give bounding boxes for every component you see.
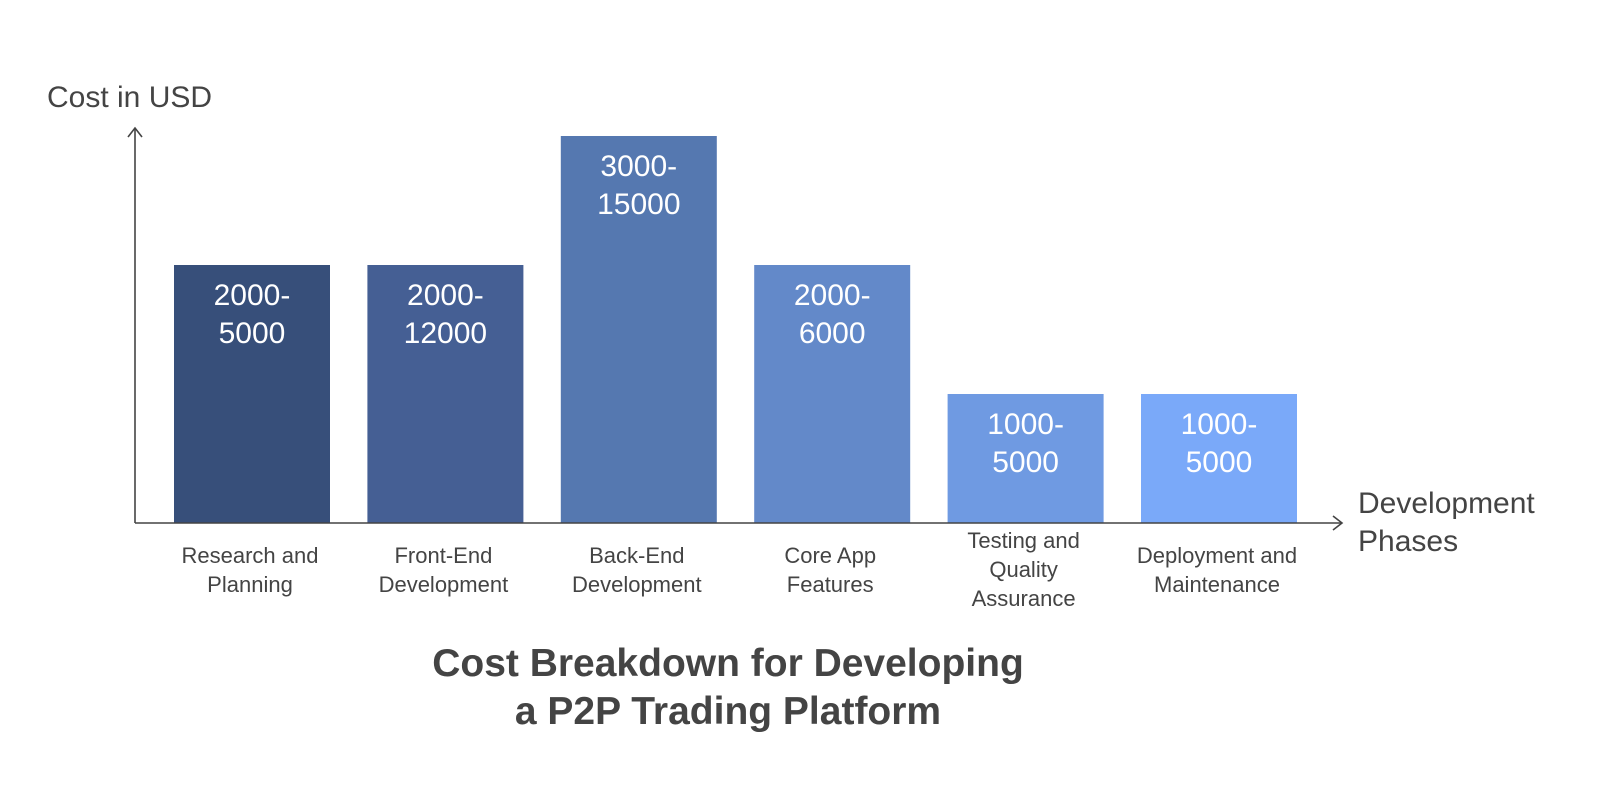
bar xyxy=(947,394,1104,523)
category-label-line: Planning xyxy=(207,572,293,597)
category-label-line: Maintenance xyxy=(1154,572,1280,597)
category-label-line: Back-End xyxy=(589,543,684,568)
category-label-line: Development xyxy=(572,572,702,597)
bar-value-label: 2000- 5000 xyxy=(214,279,291,350)
bar-group: 1000- 5000 xyxy=(1141,394,1297,523)
bar-value-label-line: 12000 xyxy=(404,317,487,350)
bar xyxy=(367,265,524,523)
axes-group xyxy=(127,126,1344,531)
bar-value-label-line: 2000- xyxy=(214,279,291,312)
bar-group: 2000- 12000 xyxy=(367,265,524,523)
bar-value-label: 2000- 12000 xyxy=(404,279,487,350)
bar-value-label-line: 5000 xyxy=(1186,446,1253,479)
bar-value-label-line: 2000- xyxy=(794,279,871,312)
x-axis-title-line: Phases xyxy=(1358,525,1458,558)
bar xyxy=(174,265,330,523)
bar xyxy=(1141,394,1297,523)
bar-value-label: 3000- 15000 xyxy=(597,150,680,221)
category-label-line: Quality xyxy=(989,557,1057,582)
bar-value-label: 1000- 5000 xyxy=(987,408,1064,479)
chart-title-line: Cost Breakdown for Developing xyxy=(432,642,1024,685)
bar-value-label-line: 1000- xyxy=(1181,408,1258,441)
category-label: Back-End Development xyxy=(572,543,702,597)
y-axis-arrow-icon xyxy=(127,126,143,138)
chart-title-line: a P2P Trading Platform xyxy=(515,690,941,733)
bar-value-label: 2000- 6000 xyxy=(794,279,871,350)
category-label-line: Front-End xyxy=(394,543,492,568)
bar-value-label-line: 5000 xyxy=(992,446,1059,479)
bar-group: 1000- 5000 xyxy=(947,394,1104,523)
bar-group: 2000- 6000 xyxy=(754,265,911,523)
x-axis-arrow-icon xyxy=(1332,515,1344,531)
category-label: Testing and Quality Assurance xyxy=(967,528,1080,611)
category-label: Core App Features xyxy=(784,543,876,597)
bar-value-label: 1000- 5000 xyxy=(1181,408,1258,479)
category-label-line: Features xyxy=(787,572,874,597)
bar-group: 2000- 5000 xyxy=(174,265,330,523)
category-label: Deployment and Maintenance xyxy=(1137,543,1297,597)
category-label-line: Research and xyxy=(182,543,319,568)
bar-value-label-line: 15000 xyxy=(597,188,680,221)
bar-value-label-line: 6000 xyxy=(799,317,866,350)
category-label-line: Assurance xyxy=(972,586,1076,611)
bar xyxy=(754,265,911,523)
category-label-line: Development xyxy=(379,572,509,597)
bars-group: 2000- 5000 2000- 12000 3000- 15000 2000- 6000 10… xyxy=(174,136,1297,523)
category-labels-group: Research and Planning Front-End Development… xyxy=(182,528,1298,611)
bar-value-label-line: 2000- xyxy=(407,279,484,312)
category-label: Front-End Development xyxy=(379,543,509,597)
category-label-line: Core App xyxy=(784,543,876,568)
chart-title: Cost Breakdown for Developing a P2P Tradi… xyxy=(432,642,1024,733)
x-axis-title-line: Development xyxy=(1358,487,1535,520)
bar-value-label-line: 3000- xyxy=(600,150,677,183)
bar-group: 3000- 15000 xyxy=(560,136,717,523)
category-label-line: Testing and xyxy=(967,528,1080,553)
y-axis-title: Cost in USD xyxy=(47,81,212,114)
x-axis-title: Development Phases xyxy=(1358,487,1535,558)
category-label: Research and Planning xyxy=(182,543,319,597)
category-label-line: Deployment and xyxy=(1137,543,1297,568)
bar-value-label-line: 5000 xyxy=(219,317,286,350)
bar xyxy=(560,136,717,523)
bar-value-label-line: 1000- xyxy=(987,408,1064,441)
